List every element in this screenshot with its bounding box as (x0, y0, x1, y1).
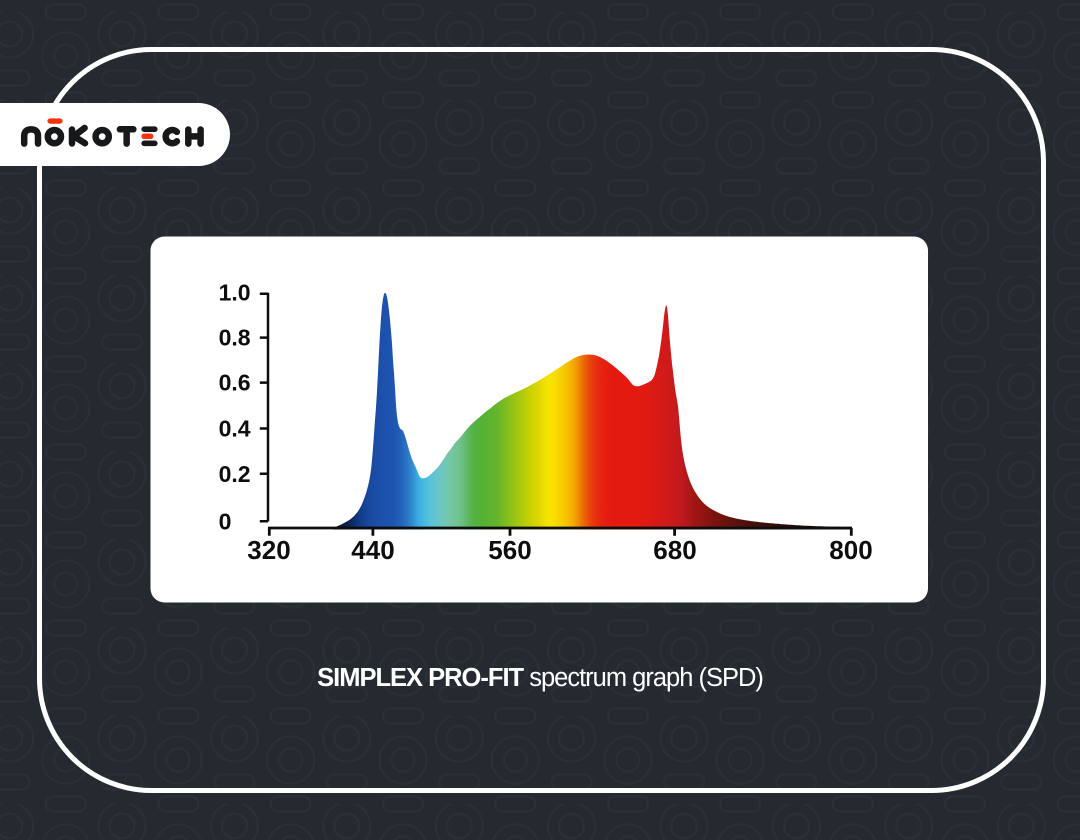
svg-text:0.4: 0.4 (219, 416, 251, 442)
svg-text:320: 320 (247, 535, 290, 565)
svg-text:0.2: 0.2 (219, 461, 251, 487)
svg-text:560: 560 (488, 535, 531, 565)
svg-text:0: 0 (219, 508, 232, 534)
svg-text:800: 800 (829, 535, 872, 565)
svg-text:0.8: 0.8 (219, 325, 251, 351)
svg-text:680: 680 (653, 535, 696, 565)
svg-text:1.0: 1.0 (219, 280, 251, 306)
svg-text:440: 440 (351, 535, 394, 565)
svg-text:SIMPLEX PRO-FIT spectrum graph: SIMPLEX PRO-FIT spectrum graph (SPD) (317, 664, 763, 692)
svg-text:0.6: 0.6 (219, 370, 251, 396)
